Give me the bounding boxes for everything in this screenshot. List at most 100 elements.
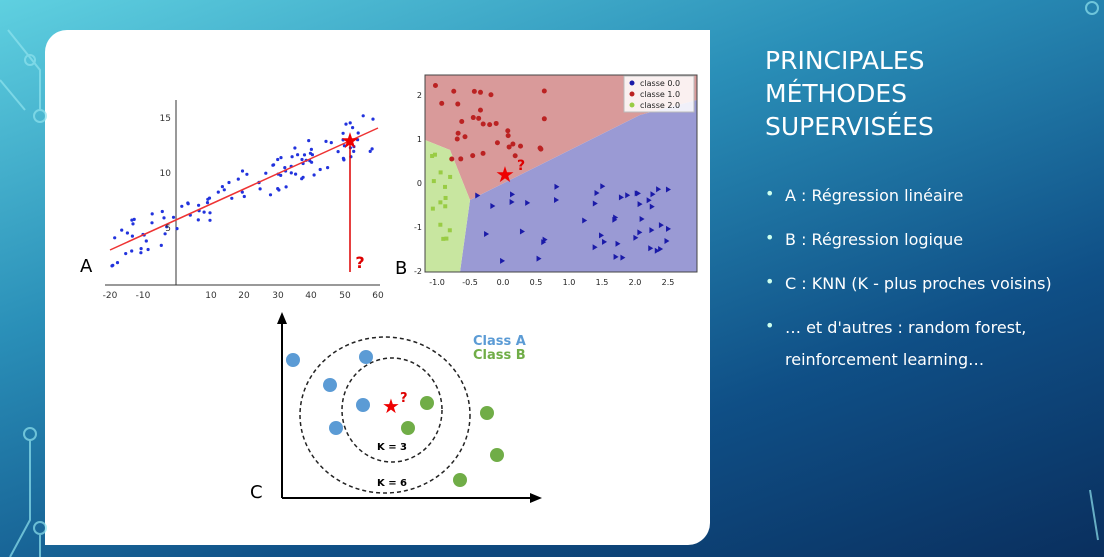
x-tick-label: -0.5 [462, 278, 478, 287]
decor-point [477, 89, 483, 95]
k6-circle [299, 336, 471, 494]
legend [623, 75, 695, 113]
decor-point [664, 237, 670, 244]
decor-point [293, 146, 297, 150]
decor-point [341, 138, 345, 142]
decor-point [368, 149, 372, 153]
decor-point [171, 215, 176, 219]
decor-point [308, 151, 312, 155]
decor-point [279, 156, 283, 160]
decor-point [115, 261, 120, 265]
decor-point [272, 163, 276, 167]
annotation: ? [400, 391, 408, 406]
decor-point [300, 157, 304, 162]
decor-point [639, 215, 645, 222]
star: ★ [495, 163, 515, 188]
decor-point [441, 236, 446, 241]
decor-point [438, 170, 443, 175]
decor-point [144, 239, 148, 243]
y-tick-label: 15 [160, 114, 171, 124]
decor-point [654, 247, 660, 254]
decor-point [202, 210, 206, 214]
star: ★ [382, 394, 400, 418]
region-0 [460, 100, 697, 272]
decor-point [159, 243, 163, 247]
y-tick-label: 5 [165, 224, 171, 234]
x-tick-label: 40 [305, 291, 317, 301]
x-tick-label: 2.5 [662, 278, 675, 287]
decor-point [361, 114, 365, 118]
title-line: SUPERVISÉES [765, 112, 934, 141]
decor-point [618, 194, 624, 201]
decor-point [160, 209, 164, 214]
decor-point [537, 145, 543, 151]
decor-point [493, 120, 499, 126]
decor-point [206, 197, 210, 201]
decor-point [150, 221, 154, 225]
decor-point [216, 190, 220, 194]
decor-point [430, 206, 435, 211]
x-tick-label: -1.0 [429, 278, 445, 287]
decor-point [519, 228, 525, 235]
region-2 [425, 140, 470, 272]
decor-point [470, 115, 476, 121]
decor-point [510, 191, 516, 198]
decor-point [541, 88, 547, 94]
decor-point [666, 225, 672, 232]
decor-point [236, 177, 240, 181]
x-tick-label: 20 [238, 291, 250, 301]
decor-point [342, 144, 346, 148]
decor-point [296, 153, 300, 157]
decor-point [656, 186, 662, 193]
decor-point [447, 228, 452, 233]
decor-point [443, 184, 448, 189]
x-tick-label: 1.0 [563, 278, 576, 287]
decor-point [430, 153, 435, 158]
figure-c: ★ ? Class A Class B K = 3 K = 6 C [250, 312, 542, 503]
decor-point [488, 92, 494, 98]
x-tick-label: 50 [339, 291, 351, 301]
decor-point [432, 152, 437, 157]
y-tick-label: -1 [414, 223, 422, 232]
decor-point [222, 188, 226, 192]
decor-point [487, 122, 493, 128]
x-tick-label: 10 [205, 291, 217, 301]
figure-label: B [395, 258, 407, 279]
x-tick-label: 60 [372, 291, 384, 301]
decor-point [294, 172, 298, 176]
legend-marker [629, 91, 635, 97]
decor-point [227, 180, 231, 185]
title-line: PRINCIPALES [765, 46, 925, 75]
decor-point [454, 136, 460, 142]
decor-point [131, 222, 135, 226]
figure-label: A [80, 256, 93, 277]
decor-point [300, 177, 304, 181]
decor-point [130, 234, 134, 238]
decor-point [341, 131, 345, 135]
decor-point [312, 173, 316, 177]
decor-point [352, 149, 356, 153]
decor-point [344, 122, 348, 126]
x-tick-label: 1.5 [596, 278, 609, 287]
y-tick-label: 2 [417, 91, 422, 100]
decor-point [284, 185, 288, 189]
decor-point [594, 190, 600, 197]
decor-point [620, 254, 626, 261]
decor-point [439, 100, 445, 106]
decor-point [600, 183, 606, 190]
decor-point [443, 204, 448, 209]
plot-frame [424, 74, 698, 273]
decor-point [505, 128, 511, 134]
decor-point [163, 232, 167, 236]
decor-point [506, 144, 512, 150]
decor-point [307, 139, 311, 143]
annotation: ? [517, 158, 525, 174]
decor-point [613, 253, 619, 260]
decor-point [165, 225, 169, 229]
decor-point [130, 249, 134, 253]
decor-point [658, 222, 664, 229]
decor-point [602, 238, 608, 245]
